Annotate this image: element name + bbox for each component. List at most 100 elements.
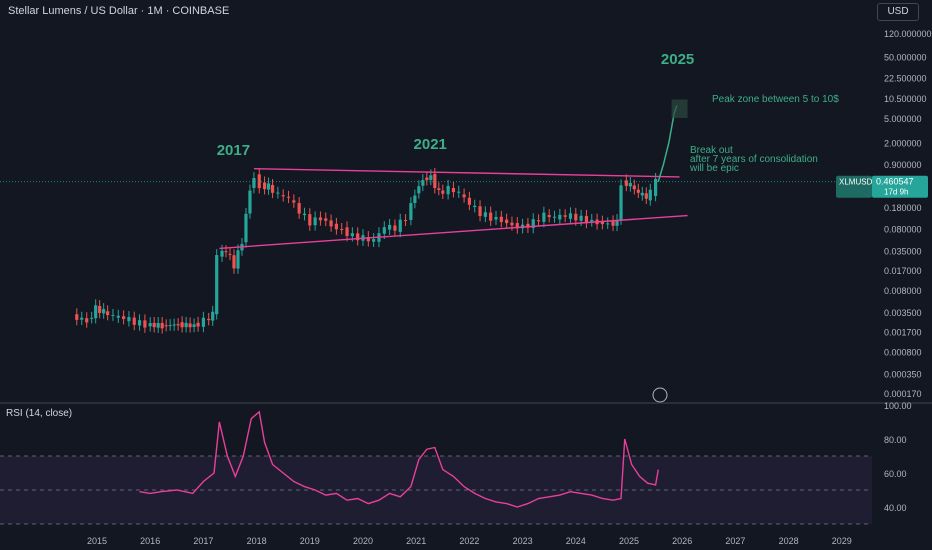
candle-body — [542, 212, 546, 222]
candle-body — [499, 216, 503, 223]
candle-body — [224, 251, 228, 253]
candle-body — [483, 212, 487, 217]
candle-body — [356, 233, 360, 241]
candle-body — [176, 324, 180, 326]
candle-body — [188, 323, 192, 328]
candle-body — [478, 206, 482, 217]
candle-body — [232, 255, 236, 269]
candle-body — [207, 318, 211, 321]
price-symbol-label: XLMUSD — [839, 178, 873, 187]
candle-body — [393, 225, 397, 231]
candle-body — [297, 203, 301, 214]
candle-body — [536, 220, 541, 222]
candle-body — [558, 214, 562, 220]
candle-body — [563, 215, 567, 217]
candle-body — [257, 174, 261, 189]
peak-zone-box — [671, 99, 688, 118]
candle-body — [606, 223, 610, 225]
rsi-tick-label: 60.00 — [884, 469, 907, 479]
candle-body — [615, 219, 619, 226]
candle-body — [106, 311, 110, 316]
breakout-text-3: will be epic — [689, 163, 739, 174]
time-tick-label: 2027 — [725, 536, 745, 546]
candle-body — [340, 228, 344, 230]
candle-body — [98, 306, 102, 313]
candle-body — [334, 223, 338, 230]
candle-body — [85, 318, 89, 323]
candle-body — [244, 213, 248, 243]
candle-body — [552, 216, 557, 218]
candle-body — [248, 190, 252, 214]
candle-body — [437, 188, 441, 190]
price-tick-label: 2.000000 — [884, 138, 922, 148]
price-label-box — [836, 175, 872, 198]
time-tick-label: 2023 — [513, 536, 533, 546]
label-2017: 2017 — [217, 142, 250, 159]
candle-body — [584, 215, 589, 223]
candle-body — [160, 322, 164, 329]
candle-body — [568, 213, 573, 219]
rsi-tick-label: 40.00 — [884, 503, 907, 513]
candle-body — [220, 250, 224, 257]
time-tick-label: 2015 — [87, 536, 107, 546]
candle-body — [494, 216, 498, 220]
candle-body — [489, 212, 493, 221]
price-tick-label: 0.017000 — [884, 266, 922, 276]
candle-body — [648, 189, 652, 201]
candle-body — [515, 223, 519, 229]
candle-body — [425, 177, 429, 181]
candle-body — [302, 213, 307, 216]
time-tick-label: 2019 — [300, 536, 320, 546]
candle-body — [398, 219, 402, 232]
candle-body — [403, 220, 408, 222]
candle-body — [429, 175, 433, 180]
price-tick-label: 10.500000 — [884, 94, 927, 104]
candle-body — [413, 195, 417, 204]
candle-body — [457, 191, 461, 193]
candle-body — [262, 182, 267, 190]
candle-body — [372, 239, 376, 242]
price-value-label: 0.460547 — [876, 177, 914, 187]
candle-body — [266, 183, 271, 190]
candle-body — [308, 214, 312, 226]
candle-body — [628, 182, 632, 187]
price-tick-label: 22.500000 — [884, 74, 927, 84]
trendline — [253, 167, 680, 178]
candle-body — [531, 219, 535, 229]
time-tick-label: 2020 — [353, 536, 373, 546]
price-countdown-label: 17d 9h — [884, 188, 908, 197]
price-tick-label: 0.000800 — [884, 348, 922, 358]
price-tick-label: 0.003500 — [884, 308, 922, 318]
peak-zone-text: Peak zone between 5 to 10$ — [712, 94, 839, 105]
price-tick-label: 120.000000 — [884, 29, 932, 39]
time-tick-label: 2016 — [140, 536, 160, 546]
breakout-text-2: after 7 years of consolidation — [690, 154, 818, 165]
candle-body — [654, 178, 658, 196]
price-tick-label: 0.008000 — [884, 286, 922, 296]
candle-body — [80, 317, 84, 320]
candle-body — [441, 190, 445, 194]
candle-body — [329, 220, 333, 227]
candle-body — [451, 188, 456, 193]
breakout-text-1: Break out — [690, 145, 733, 156]
candle-body — [137, 320, 142, 326]
price-tick-label: 0.180000 — [884, 203, 922, 213]
currency-button[interactable]: USD — [877, 3, 919, 21]
candle-body — [228, 253, 232, 255]
rsi-line — [139, 410, 659, 508]
candle-body — [350, 233, 354, 237]
candle-body — [345, 227, 349, 237]
time-tick-label: 2022 — [459, 536, 479, 546]
candle-body — [640, 192, 644, 196]
time-tick-label: 2028 — [779, 536, 799, 546]
candle-body — [94, 305, 98, 319]
rsi-tick-label: 100.00 — [884, 401, 912, 411]
candle-body — [75, 314, 79, 320]
candle-body — [215, 255, 219, 315]
candle-body — [574, 213, 578, 221]
candle-body — [526, 223, 530, 228]
candle-body — [619, 185, 623, 220]
candle-body — [473, 205, 477, 208]
pane-divider — [0, 402, 932, 404]
